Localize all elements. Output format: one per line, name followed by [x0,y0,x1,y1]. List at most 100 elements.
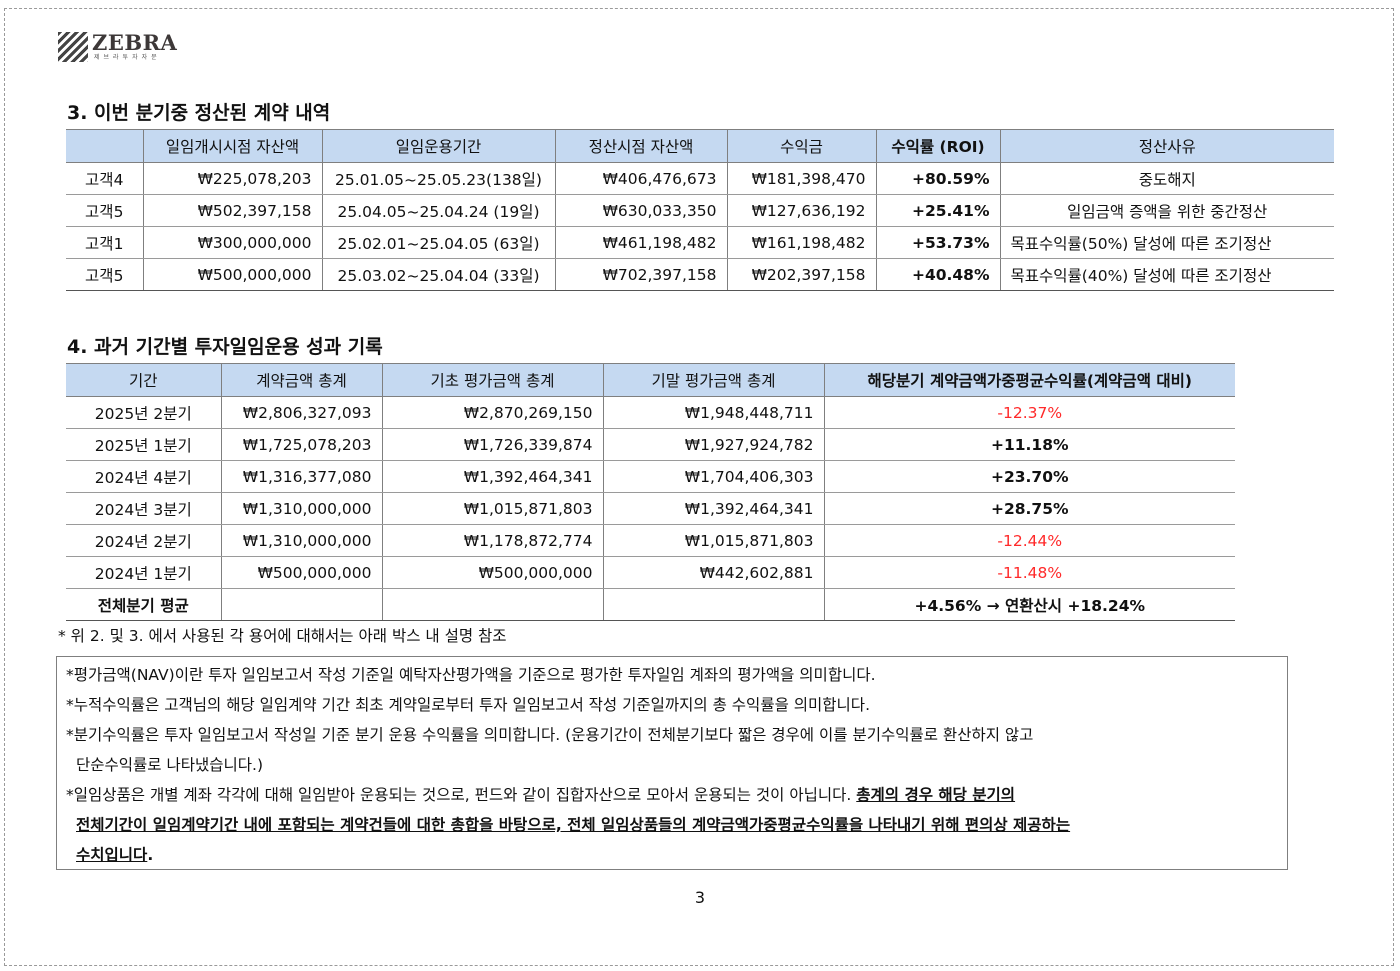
table-cell: ₩500,000,000 [381,556,603,589]
table-cell: ₩1,316,377,080 [220,460,382,493]
table-cell: ₩500,000,000 [220,556,382,589]
table-row: 2024년 1분기 ₩500,000,000 ₩500,000,000 ₩442,60… [66,556,1235,589]
table-row: 고객1 ₩300,000,000 25.02.01~25.04.05 (63일) ₩4… [66,226,1334,259]
table-cell: ₩1,015,871,803 [602,524,824,557]
note-text: *일임상품은 개별 계좌 각각에 대해 일임받아 운용되는 것으로, 펀드와 같… [66,786,857,804]
table-cell: 고객1 [66,226,143,259]
note-discretionary-end: 수치입니다. [66,840,1287,870]
table-cell: ₩1,178,872,774 [381,524,603,557]
table-cell: -11.48% [823,556,1235,589]
column-header: 수익률 (ROI) [875,129,1000,163]
empty-cell [602,588,824,621]
table-cell: ₩442,602,881 [602,556,824,589]
table-cell: +28.75% [823,492,1235,525]
table-row: 고객4 ₩225,078,203 25.01.05~25.05.23(138일) ₩4… [66,162,1334,195]
empty-cell [381,588,603,621]
definitions-box: *평가금액(NAV)이란 투자 일임보고서 작성 기준일 예탁자산평가액을 기준… [56,656,1288,870]
table-cell: ₩2,870,269,150 [381,396,603,429]
section3-title: 3. 이번 분기중 정산된 계약 내역 [67,102,331,124]
table-cell: ₩300,000,000 [142,226,322,259]
note-discretionary: *일임상품은 개별 계좌 각각에 대해 일임받아 운용되는 것으로, 펀드와 같… [66,780,1287,810]
table-cell: ₩202,397,158 [726,258,876,291]
table-cell: +80.59% [875,162,1000,195]
table-row: 2025년 1분기 ₩1,725,078,203 ₩1,726,339,874 ₩1,… [66,428,1235,461]
table-cell: 목표수익률(50%) 달성에 따른 조기정산 [999,226,1334,259]
table-cell: ₩1,392,464,341 [381,460,603,493]
table-cell: +25.41% [875,194,1000,227]
note-emphasis: 전체기간이 일임계약기간 내에 포함되는 계약건들에 대한 총합을 바탕으로, … [76,816,1071,834]
table-cell: 2024년 2분기 [66,524,221,557]
column-header: 기초 평가금액 총계 [381,363,603,397]
section4-title: 4. 과거 기간별 투자일임운용 성과 기록 [67,336,383,358]
table-cell: 25.01.05~25.05.23(138일) [321,162,555,195]
table-cell: ₩630,033,350 [554,194,727,227]
logo-subtitle: 제브라투자자문 [94,54,161,61]
table-row: 고객5 ₩502,397,158 25.04.05~25.04.24 (19일) ₩6… [66,194,1334,227]
table-cell: 목표수익률(40%) 달성에 따른 조기정산 [999,258,1334,291]
table-cell: 고객5 [66,258,143,291]
column-header: 수익금 [726,129,876,163]
table-cell: +11.18% [823,428,1235,461]
table-cell: +23.70% [823,460,1235,493]
table-row: 2024년 4분기 ₩1,316,377,080 ₩1,392,464,341 ₩1,… [66,460,1235,493]
table-cell: ₩1,948,448,711 [602,396,824,429]
column-header: 기말 평가금액 총계 [602,363,824,397]
table-cell: ₩1,310,000,000 [220,524,382,557]
table-cell: 25.03.02~25.04.04 (33일) [321,258,555,291]
table-cell: ₩702,397,158 [554,258,727,291]
table-cell: ₩1,392,464,341 [602,492,824,525]
table-cell: ₩461,198,482 [554,226,727,259]
table-row: 2025년 2분기 ₩2,806,327,093 ₩2,870,269,150 ₩1,… [66,396,1235,429]
table-cell: ₩225,078,203 [142,162,322,195]
table-cell: 2025년 1분기 [66,428,221,461]
table-cell: -12.44% [823,524,1235,557]
total-row: 전체분기 평균 +4.56% → 연환산시 +18.24% [66,588,1235,621]
table-cell: ₩406,476,673 [554,162,727,195]
column-header: 일임개시시점 자산액 [142,129,322,163]
table-row: 2024년 2분기 ₩1,310,000,000 ₩1,178,872,774 ₩1,… [66,524,1235,557]
table-cell: ₩500,000,000 [142,258,322,291]
table-cell: ₩1,704,406,303 [602,460,824,493]
table-cell: ₩502,397,158 [142,194,322,227]
note-emphasis: 수치입니다 [76,846,148,864]
page-border [4,8,1394,966]
note-period: . [147,846,154,864]
column-header: 일임운용기간 [321,129,555,163]
note-quarterly: *분기수익률은 투자 일임보고서 작성일 기준 분기 운용 수익률을 의미합니다… [66,726,1034,744]
table-cell: ₩1,725,078,203 [220,428,382,461]
table-cell: +53.73% [875,226,1000,259]
zebra-logo-icon [58,32,88,62]
table-cell: ₩127,636,192 [726,194,876,227]
column-header: 정산사유 [999,129,1334,163]
column-header: 해당분기 계약금액가중평균수익률(계약금액 대비) [823,363,1235,397]
table-cell: 2025년 2분기 [66,396,221,429]
table-cell: -12.37% [823,396,1235,429]
table-cell: 2024년 4분기 [66,460,221,493]
table-cell: 25.04.05~25.04.24 (19일) [321,194,555,227]
table-row: 고객5 ₩500,000,000 25.03.02~25.04.04 (33일) ₩7… [66,258,1334,291]
footnote: * 위 2. 및 3. 에서 사용된 각 용어에 대해서는 아래 박스 내 설명… [58,627,507,645]
note-discretionary-cont: 전체기간이 일임계약기간 내에 포함되는 계약건들에 대한 총합을 바탕으로, … [66,810,1287,840]
table-cell: 2024년 3분기 [66,492,221,525]
table-cell: 2024년 1분기 [66,556,221,589]
table-cell: +40.48% [875,258,1000,291]
note-nav: *평가금액(NAV)이란 투자 일임보고서 작성 기준일 예탁자산평가액을 기준… [66,666,876,684]
table-cell: ₩1,927,924,782 [602,428,824,461]
settled-contracts-table: 일임개시시점 자산액 일임운용기간 정산시점 자산액 수익금 수익률 (ROI) 정산사유… [66,129,1334,291]
column-header: 기간 [66,363,221,397]
note-cumulative: *누적수익률은 고객님의 해당 일임계약 기간 최초 계약일로부터 투자 일임보… [66,696,870,714]
table-cell: ₩1,015,871,803 [381,492,603,525]
table-cell: 고객4 [66,162,143,195]
total-value: +4.56% → 연환산시 +18.24% [823,588,1235,621]
table-cell: ₩161,198,482 [726,226,876,259]
note-emphasis: 총계의 경우 해당 분기의 [856,786,1016,804]
table-cell: 고객5 [66,194,143,227]
logo-name: ZEBRA [92,30,178,55]
table-cell: 중도해지 [999,162,1334,195]
table-cell: 일임금액 증액을 위한 중간정산 [999,194,1334,227]
table-cell: ₩1,310,000,000 [220,492,382,525]
column-header [66,129,143,163]
table-cell: 25.02.01~25.04.05 (63일) [321,226,555,259]
performance-history-table: 기간 계약금액 총계 기초 평가금액 총계 기말 평가금액 총계 해당분기 계약금액가중… [66,363,1235,621]
table-cell: ₩2,806,327,093 [220,396,382,429]
